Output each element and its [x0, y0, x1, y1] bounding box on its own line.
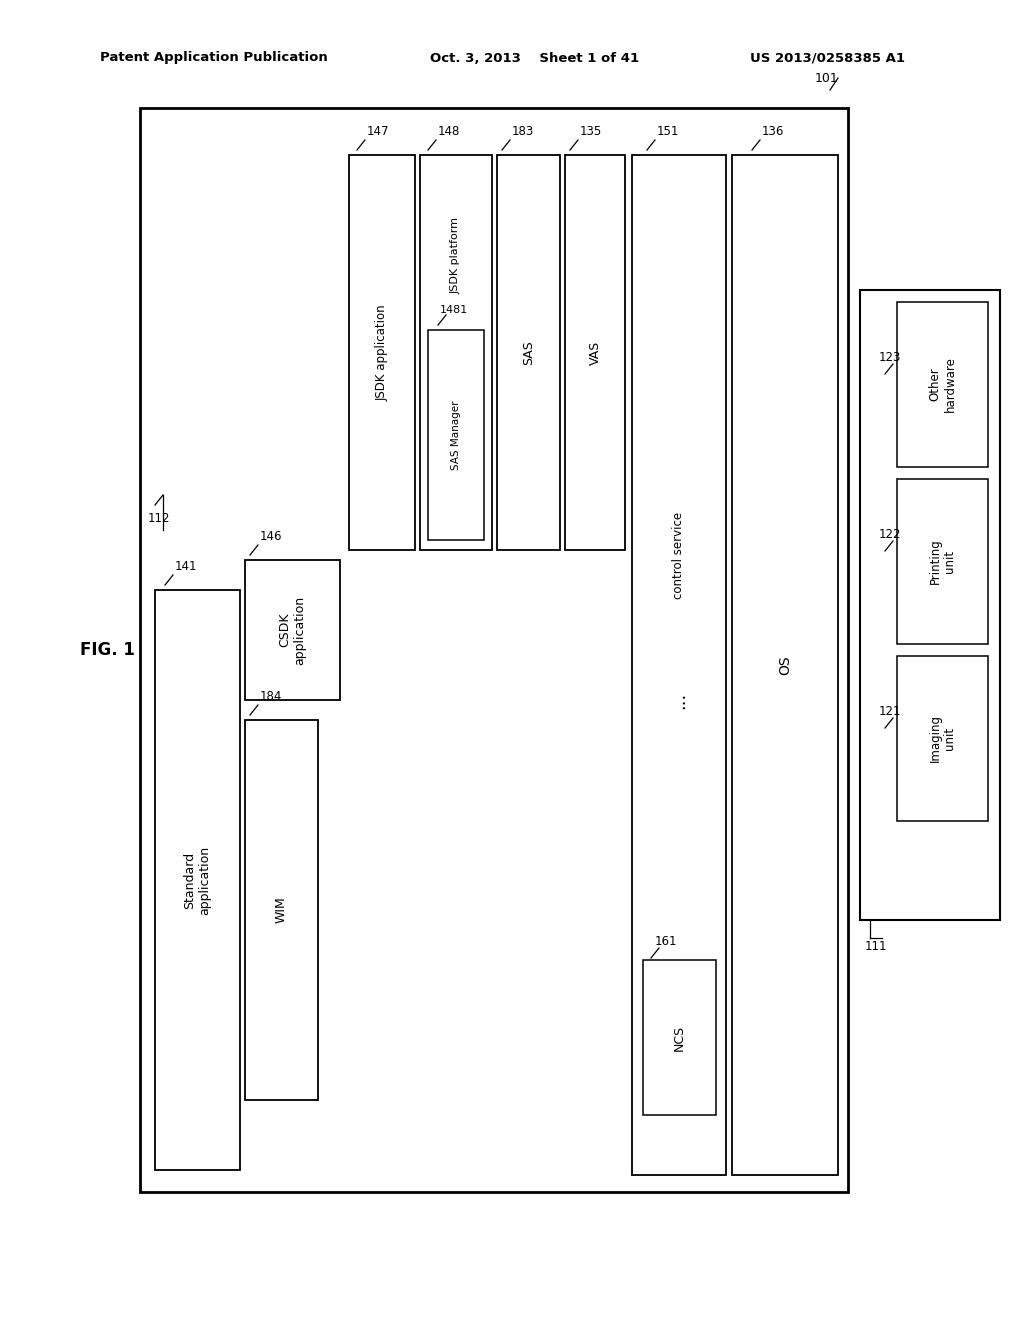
Bar: [565, 154, 625, 550]
Text: NCS: NCS: [673, 1024, 686, 1051]
Text: 135: 135: [580, 125, 602, 139]
Text: Printing
unit: Printing unit: [929, 539, 956, 585]
Bar: [245, 560, 340, 700]
Text: Imaging
unit: Imaging unit: [929, 714, 956, 763]
Bar: [897, 302, 988, 467]
Bar: [732, 154, 838, 1175]
Text: 112: 112: [148, 511, 171, 524]
Text: 121: 121: [879, 705, 901, 718]
Text: Oct. 3, 2013    Sheet 1 of 41: Oct. 3, 2013 Sheet 1 of 41: [430, 51, 639, 65]
Bar: [349, 154, 415, 550]
Text: CSDK
application: CSDK application: [279, 595, 306, 664]
Text: 183: 183: [512, 125, 535, 139]
Text: 101: 101: [814, 71, 838, 84]
Text: VAS: VAS: [589, 341, 601, 364]
Text: ...: ...: [670, 692, 688, 709]
Text: US 2013/0258385 A1: US 2013/0258385 A1: [750, 51, 905, 65]
Bar: [428, 330, 484, 540]
Text: 161: 161: [655, 935, 678, 948]
Bar: [420, 154, 492, 550]
Text: 146: 146: [260, 531, 283, 543]
Bar: [897, 479, 988, 644]
Text: 184: 184: [260, 690, 283, 704]
Text: control service: control service: [673, 511, 685, 598]
Text: 136: 136: [762, 125, 784, 139]
Bar: [860, 290, 1000, 920]
Text: FIG. 1: FIG. 1: [80, 642, 135, 659]
Text: OS: OS: [778, 655, 792, 675]
Text: Standard
application: Standard application: [183, 845, 212, 915]
Bar: [897, 656, 988, 821]
Bar: [632, 154, 726, 1175]
Text: 151: 151: [657, 125, 679, 139]
Bar: [497, 154, 560, 550]
Text: 141: 141: [175, 560, 198, 573]
Bar: [643, 960, 716, 1115]
Text: 1481: 1481: [440, 305, 468, 315]
Text: Other
hardware: Other hardware: [929, 356, 956, 412]
Text: Patent Application Publication: Patent Application Publication: [100, 51, 328, 65]
Text: 148: 148: [438, 125, 461, 139]
Text: JSDK platform: JSDK platform: [451, 216, 461, 293]
Text: 123: 123: [879, 351, 901, 364]
Text: JSDK application: JSDK application: [376, 304, 388, 401]
Bar: [140, 108, 848, 1192]
Text: 147: 147: [367, 125, 389, 139]
Text: 111: 111: [865, 940, 888, 953]
Text: WIM: WIM: [275, 896, 288, 924]
Bar: [245, 719, 318, 1100]
Text: SAS: SAS: [522, 341, 535, 364]
Bar: [155, 590, 240, 1170]
Text: SAS Manager: SAS Manager: [451, 400, 461, 470]
Text: 122: 122: [879, 528, 901, 541]
